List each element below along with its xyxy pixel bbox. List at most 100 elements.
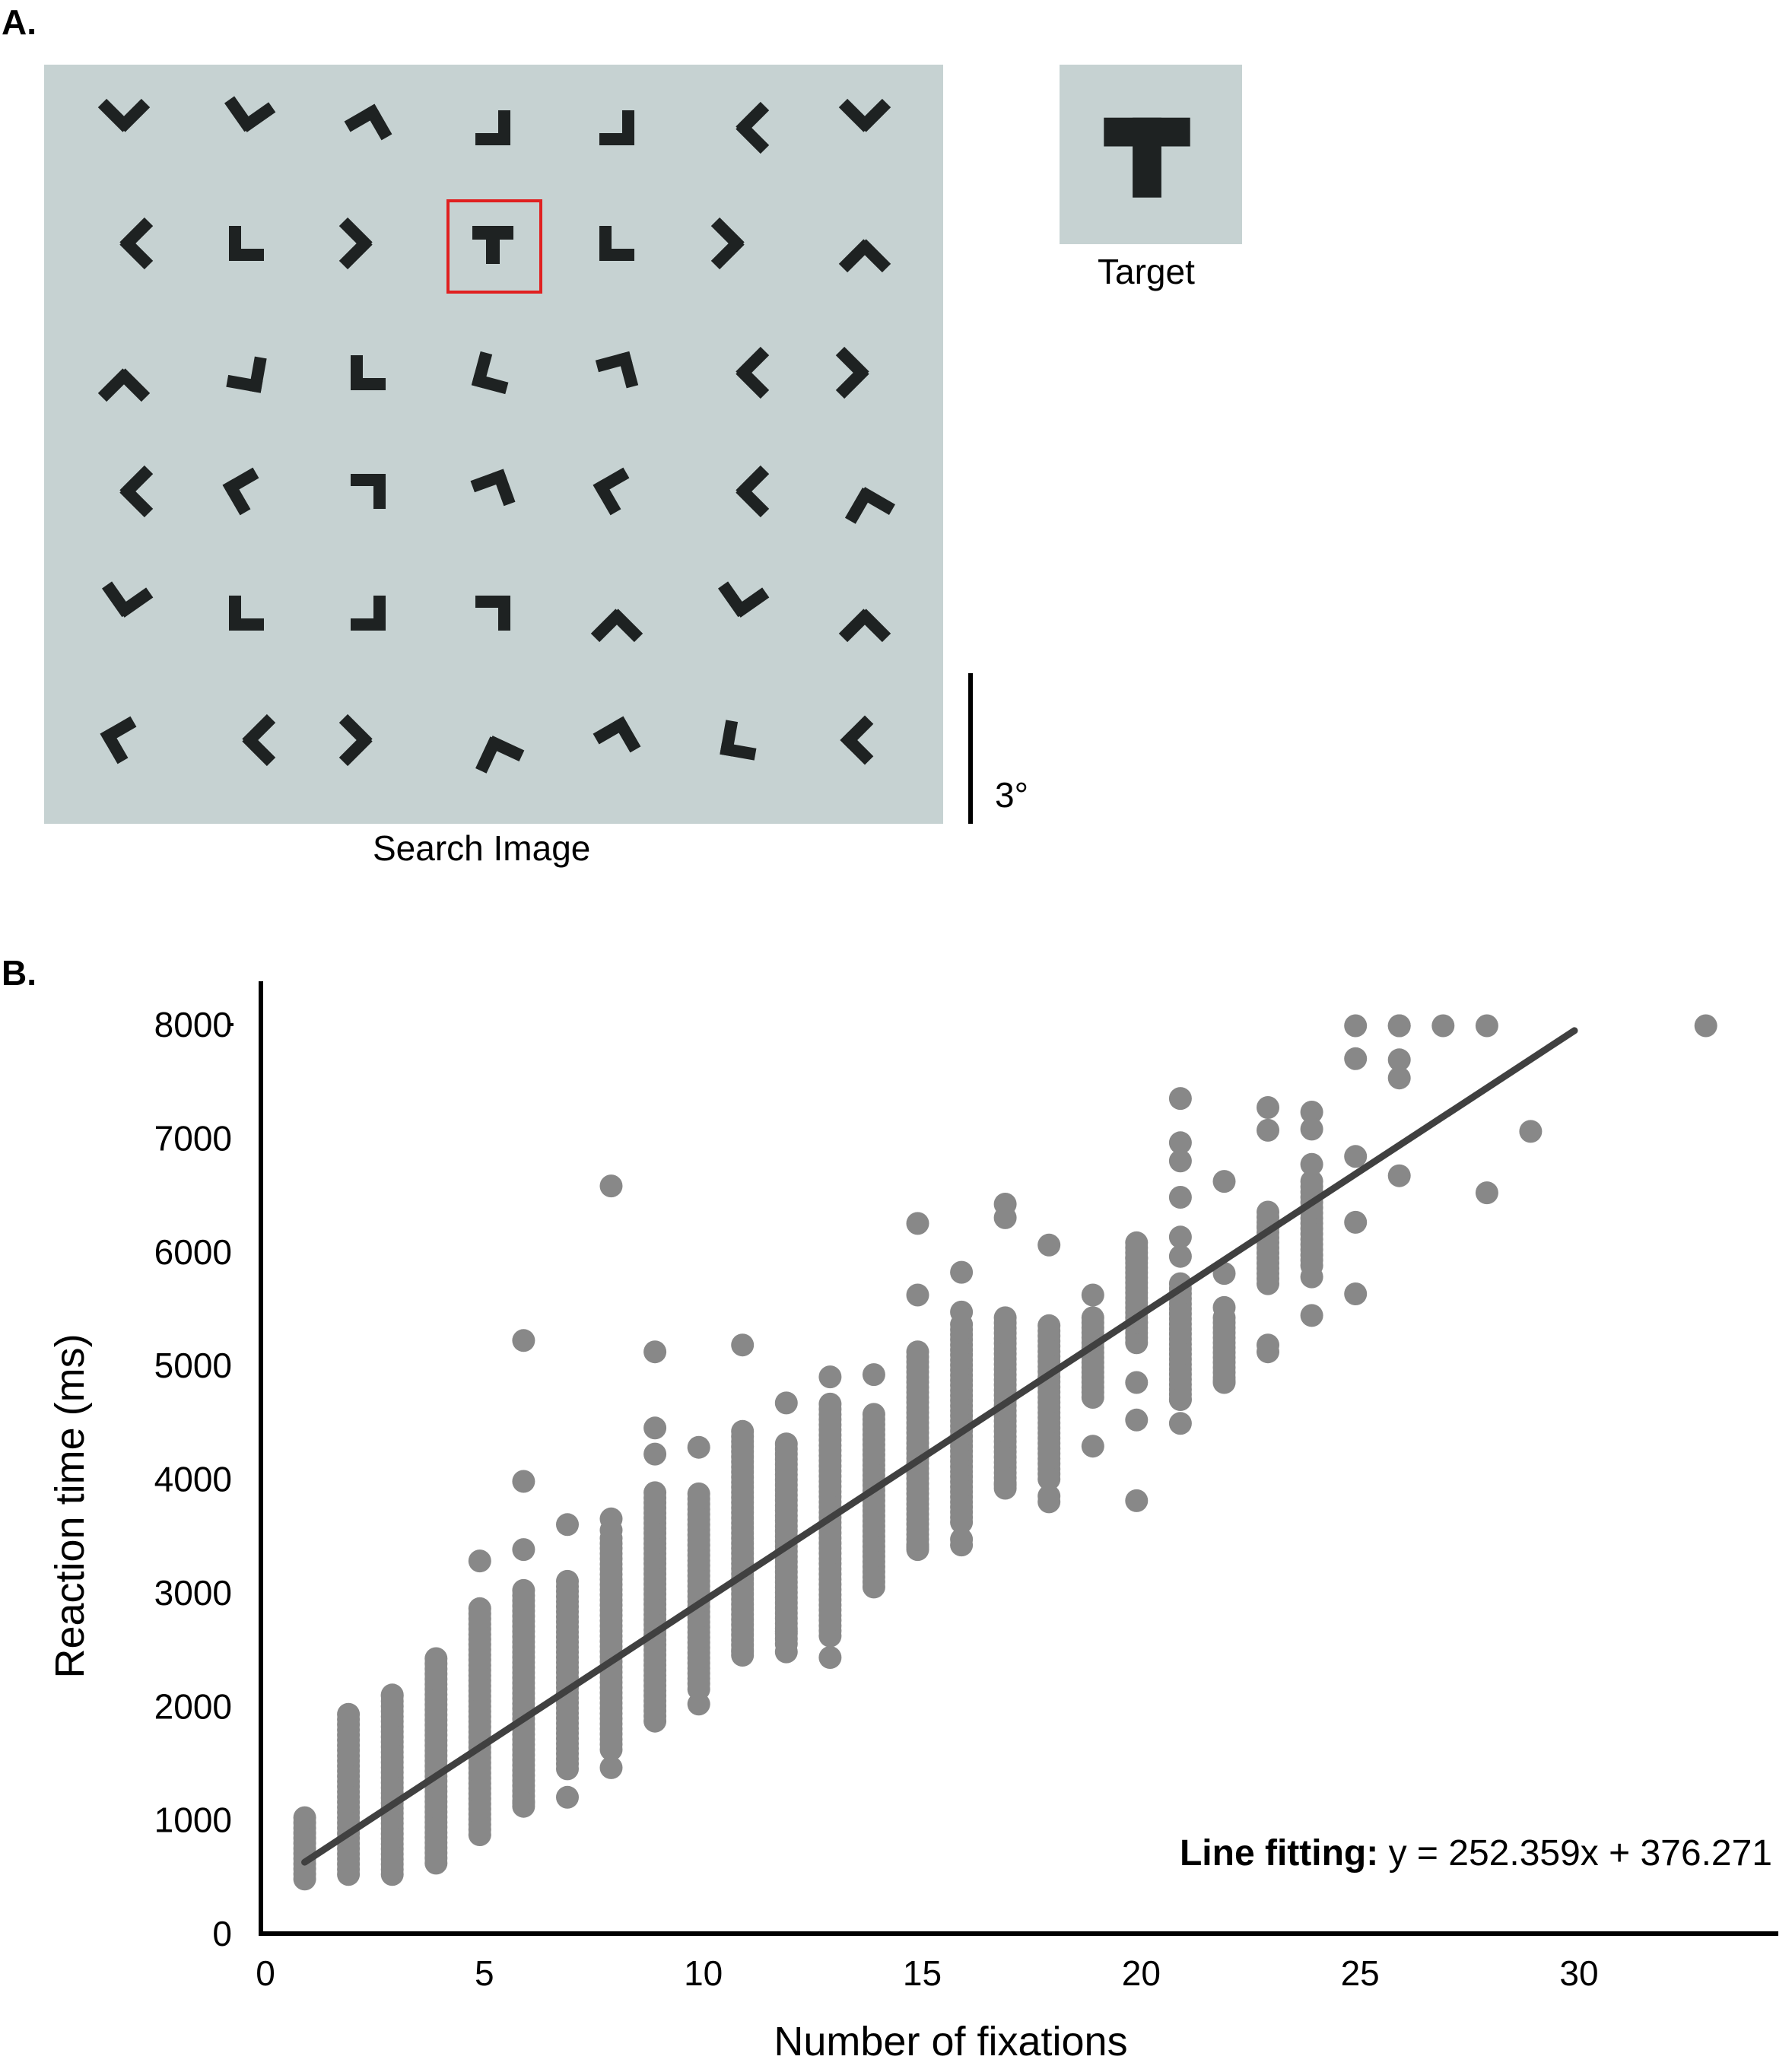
data-point [337,1702,361,1726]
data-point [1344,1210,1368,1234]
data-point [862,1403,885,1426]
data-point [1257,1340,1279,1364]
data-point [643,1481,667,1505]
data-point [1475,1181,1498,1205]
data-point [1168,1244,1192,1268]
data-point [1387,1014,1411,1038]
data-point [818,1646,842,1669]
data-point [950,1533,974,1557]
data-point [1475,1014,1498,1038]
data-point [731,1333,755,1357]
data-point [643,1340,667,1364]
data-point [1081,1435,1104,1458]
scale-bar [968,673,973,824]
data-point [1300,1170,1323,1193]
x-tick-label: 15 [903,1953,942,1993]
data-point [774,1432,798,1456]
y-ticks: 0 1000 2000 3000 4000 5000 6000 7000 8000 [154,1005,234,1953]
glyph-stroke [229,249,264,261]
data-point [906,1340,929,1364]
data-point [512,1329,535,1352]
glyph-stroke [486,226,500,264]
glyph-stroke [229,618,264,631]
glyph-stroke [351,378,386,390]
fit-annotation-equation: y = 252.359x + 376.271 [1378,1833,1772,1874]
y-tick-label: 5000 [154,1346,232,1385]
data-point [1125,1247,1149,1270]
data-point [599,1518,623,1542]
data-point [818,1365,842,1389]
data-point [818,1392,842,1416]
data-point [1387,1066,1411,1090]
data-point [468,1549,491,1573]
data-point [468,1597,491,1620]
x-tick-label: 25 [1341,1953,1380,1993]
glyph-stroke [475,596,510,608]
data-point [1037,1314,1061,1337]
x-tick-label: 20 [1122,1953,1161,1993]
data-point [774,1640,798,1664]
data-point [1081,1306,1104,1330]
glyph-stroke [498,110,510,145]
y-axis-label: Reaction time (ms) [47,1333,93,1678]
y-tick-label: 0 [212,1914,232,1953]
y-tick-label: 8000 [154,1005,232,1044]
target-caption: Target [1098,252,1195,291]
glyph-stroke [1133,117,1161,198]
data-point [1257,1096,1279,1119]
data-point [1168,1087,1192,1111]
data-point [1212,1370,1236,1393]
search-image-caption: Search Image [373,828,591,868]
data-point [1125,1371,1149,1394]
data-point [993,1306,1017,1330]
data-point [1125,1408,1149,1432]
data-point [512,1470,535,1493]
data-point [1300,1152,1323,1176]
y-tick-label: 4000 [154,1460,232,1499]
data-point [687,1482,710,1505]
data-point [1081,1283,1104,1307]
data-point [906,1212,929,1235]
data-point [1300,1304,1323,1327]
data-point [643,1416,667,1440]
data-point [512,1538,535,1562]
data-point [687,1435,710,1459]
data-point [862,1363,885,1387]
glyph-stroke [351,474,386,486]
data-point [1212,1170,1236,1193]
data-point [1168,1412,1192,1435]
scale-bar-label: 3° [995,775,1028,815]
data-point [1344,1014,1368,1038]
x-tick-label: 10 [684,1953,723,1993]
x-tick-label: 5 [475,1953,494,1993]
glyph-stroke [599,249,634,261]
data-point [731,1640,755,1664]
data-point [556,1785,579,1809]
fit-annotation-bold: Line fitting: [1180,1833,1378,1874]
data-point [1344,1047,1368,1070]
data-point [1212,1295,1236,1319]
y-tick-label: 7000 [154,1118,232,1158]
data-point [774,1619,798,1643]
data-point [1387,1164,1411,1187]
data-point [512,1791,535,1815]
y-tick-label: 6000 [154,1232,232,1272]
glyph-stroke [373,596,386,631]
data-point [950,1260,974,1284]
search-image [44,65,943,824]
glyph-stroke [622,110,634,145]
scatter-points [293,1014,1717,1891]
data-point [1431,1014,1455,1038]
data-point [380,1683,404,1707]
data-point [993,1206,1017,1229]
y-tick-label: 3000 [154,1573,232,1613]
x-tick-label: 0 [256,1953,275,1993]
data-point [1037,1490,1061,1514]
data-point [774,1391,798,1415]
data-point [512,1578,535,1602]
data-point [906,1536,929,1559]
data-point [1344,1145,1368,1168]
data-point [1344,1282,1368,1305]
data-point [1168,1131,1192,1155]
data-point [1387,1048,1411,1072]
